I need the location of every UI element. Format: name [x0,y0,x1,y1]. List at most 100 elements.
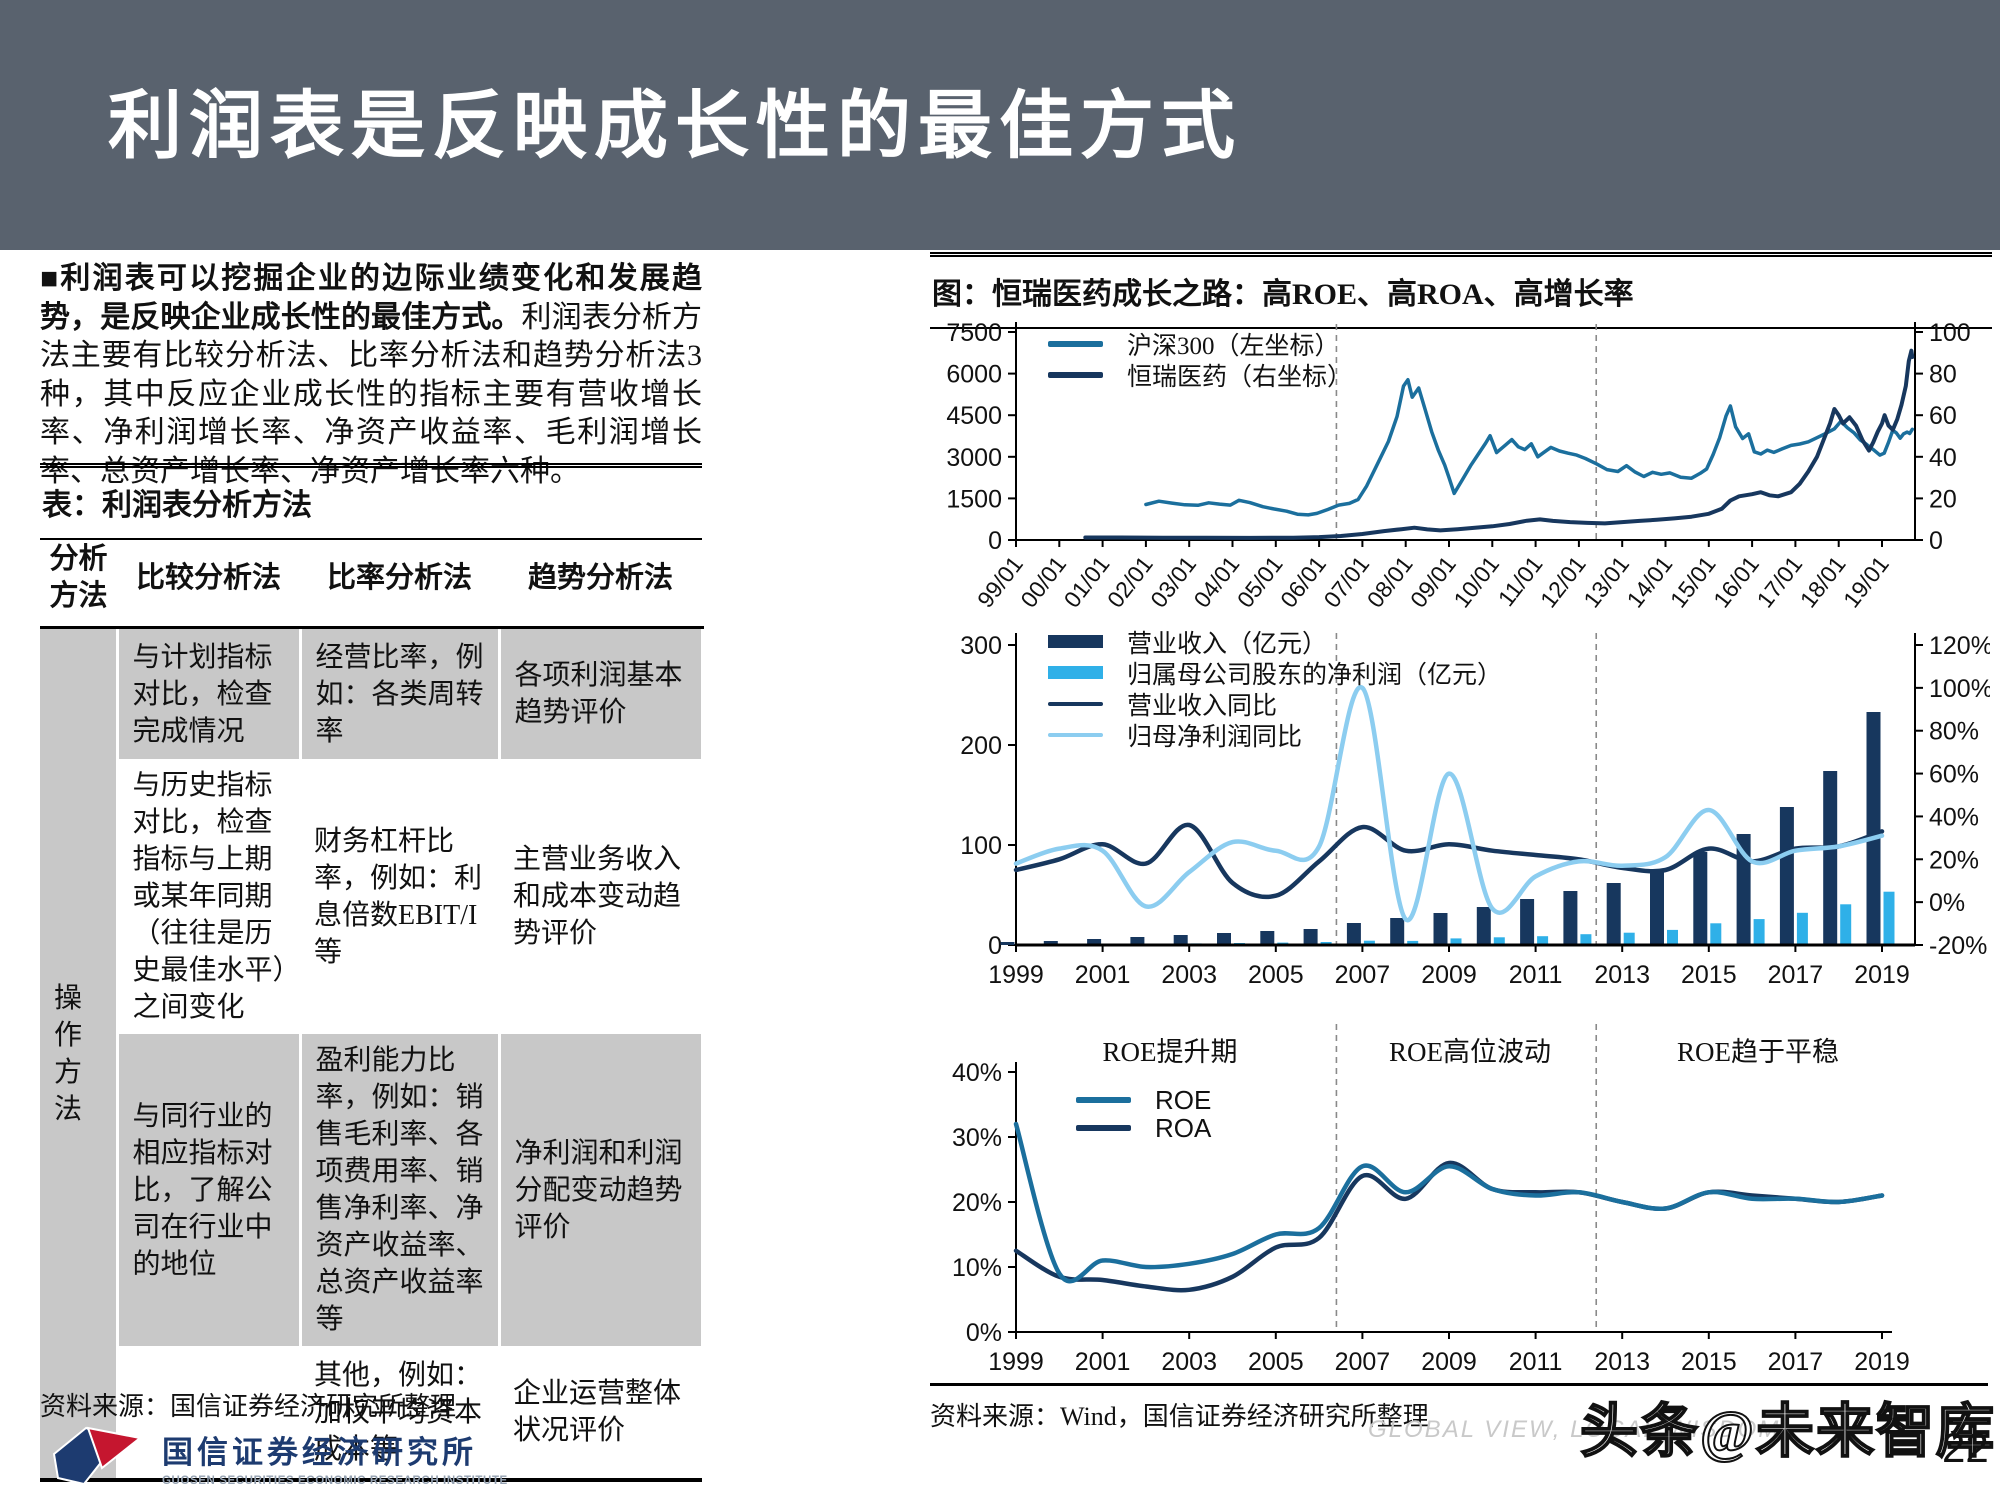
svg-text:03/01: 03/01 [1145,551,1201,612]
svg-text:2013: 2013 [1594,961,1650,989]
svg-text:2017: 2017 [1768,1348,1824,1376]
col-header-trend: 趋势分析法 [499,530,702,629]
cell-trend-2: 主营业务收入和成本变动趋势评价 [513,844,682,949]
svg-text:20%: 20% [1929,846,1979,874]
logo-cn-text: 国信证券经济研究所 [162,1435,477,1470]
svg-text:16/01: 16/01 [1708,551,1764,612]
line-swatch-icon [1048,371,1103,378]
guosen-logo-text: 国信证券经济研究所 GUOSEN SECURITIES ECONOMIC RES… [162,1427,508,1487]
intro-paragraph: ■利润表可以挖掘企业的边际业绩变化和发展趋势，是反映企业成长性的最佳方式。利润表… [40,260,702,491]
svg-text:80: 80 [1929,361,1957,389]
svg-text:0: 0 [988,932,1002,960]
legend-item: 归属母公司股东的净利润（亿元） [1048,657,1503,689]
guosen-logo-icon [52,1426,143,1486]
legend-label: ROE [1155,1084,1212,1115]
svg-text:19/01: 19/01 [1838,551,1894,612]
col-header-compare: 比较分析法 [117,530,300,629]
left-panel: ■利润表可以挖掘企业的边际业绩变化和发展趋势，是反映企业成长性的最佳方式。利润表… [40,250,704,1500]
svg-text:3000: 3000 [946,444,1002,472]
analysis-method-table: 分析方法 比较分析法 比率分析法 趋势分析法 操作方法 与计划指标对比，检查完成… [40,530,704,1482]
source-note-right: 资料来源：Wind，国信证券经济研究所整理 [930,1383,1988,1433]
svg-text:0%: 0% [1929,889,1965,917]
table-row: 其他，例如：加权平均资本成本等 企业运营整体状况评价 [40,1346,702,1480]
legend-item: ROA [1076,1113,1211,1143]
svg-text:14/01: 14/01 [1622,551,1678,612]
revenue-profit-chart: 0 100 200 300 -20% 0% 20% 40% 60% 80% 100% 120% 1999… [960,632,1990,989]
svg-text:10/01: 10/01 [1448,551,1504,612]
roe-chart-legend: ROE ROA [1076,1084,1212,1143]
legend-label: 归属母公司股东的净利润（亿元） [1127,661,1503,689]
svg-text:00/01: 00/01 [1015,551,1071,612]
price-chart: 0 1500 3000 4500 6000 7500 0 20 40 60 80 100 99/0100… [946,319,1970,612]
svg-text:2001: 2001 [1075,961,1131,989]
svg-text:2019: 2019 [1854,1348,1910,1376]
svg-text:2009: 2009 [1421,961,1477,989]
svg-text:80%: 80% [1929,718,1979,746]
cell-trend-3: 净利润和利润分配变动趋势评价 [499,1034,704,1346]
intro-bold-text: ■利润表可以挖掘企业的边际业绩变化和发展趋势，是反映企业成长性的最佳方式。 [40,262,702,334]
table-row: 操作方法 与计划指标对比，检查完成情况 经营比率，例如：各类周转率 各项利润基本… [40,627,704,1480]
period-label-fluctuate: ROE高位波动 [1389,1037,1551,1067]
line-swatch-icon [1048,340,1103,347]
svg-text:2019: 2019 [1854,961,1910,989]
svg-text:2011: 2011 [1509,961,1563,989]
cell-trend-1: 各项利润基本趋势评价 [499,627,704,759]
svg-text:2017: 2017 [1768,961,1824,989]
svg-text:2005: 2005 [1248,1348,1304,1376]
legend-item: 营业收入（亿元） [1048,626,1502,658]
header-bar: 利润表是反映成长性的最佳方式 [0,0,2000,250]
svg-text:99/01: 99/01 [972,551,1028,612]
svg-text:01/01: 01/01 [1059,551,1115,612]
col-header-ratio: 比率分析法 [300,530,499,629]
legend-item: 归母净利润同比 [1048,719,1502,751]
legend-item: 沪深300（左坐标） [1048,328,1352,360]
legend-label: 营业收入同比 [1127,692,1278,720]
svg-text:2005: 2005 [1248,961,1304,989]
svg-text:100: 100 [960,832,1002,860]
cell-ratio-2: 财务杠杆比率，例如：利息倍数EBIT/I等 [314,825,483,968]
intro-rest-text: 利润表分析方法主要有比较分析法、比率分析法和趋势分析法3种，其中反应企业成长性的… [40,300,703,488]
legend-item: 营业收入同比 [1048,688,1502,720]
line-swatch-icon [1076,1125,1131,1131]
cell-compare-1: 与计划指标对比，检查完成情况 [117,627,302,759]
svg-text:40%: 40% [952,1059,1002,1087]
svg-text:15/01: 15/01 [1665,551,1721,612]
ghost-watermark: GLOBAL VIEW, LOCAL WISDOM [1368,1416,1781,1443]
svg-text:2011: 2011 [1509,1348,1563,1376]
svg-text:300: 300 [960,632,1002,660]
source-note-left: 资料来源：国信证券经济研究所整理 [40,1392,457,1421]
svg-text:30%: 30% [952,1124,1002,1152]
svg-text:2003: 2003 [1161,961,1217,989]
svg-text:2001: 2001 [1075,1348,1131,1376]
bar-swatch-icon [1048,635,1103,648]
period-label-rise: ROE提升期 [1102,1037,1238,1067]
legend-label: 恒瑞医药（右坐标） [1127,363,1353,391]
page-title: 利润表是反映成长性的最佳方式 [108,86,1242,168]
svg-text:13/01: 13/01 [1578,551,1634,612]
cell-ratio-4: 其他，例如：加权平均资本成本等 [314,1359,483,1465]
svg-text:2007: 2007 [1335,961,1391,989]
svg-text:07/01: 07/01 [1318,551,1374,612]
svg-text:18/01: 18/01 [1795,551,1851,612]
right-panel: 图：恒瑞医药成长之路：高ROE、高ROA、高增长率 0 1500 3000 4500 6… [930,250,1992,1500]
svg-text:2015: 2015 [1681,1348,1737,1376]
svg-text:0: 0 [1929,527,1943,555]
roe-roa-chart: 0% 10% 20% 30% 40% 1999 2001 2003 2005 2007 2009 20… [952,1024,1910,1376]
legend-item: 恒瑞医药（右坐标） [1048,359,1353,391]
line-swatch-icon [1048,701,1103,706]
svg-text:05/01: 05/01 [1232,551,1288,612]
cell-compare-2: 与历史指标对比，检查指标与上期或某年同期（往往是历史最佳水平）之间变化 [132,770,287,1023]
svg-text:04/01: 04/01 [1189,551,1245,612]
svg-text:-20%: -20% [1929,932,1987,960]
svg-text:1999: 1999 [988,1348,1044,1376]
table-row: 与同行业的相应指标对比，了解公司在行业中的地位 盈利能力比率，例如：销售毛利率、… [40,1034,704,1346]
svg-text:60: 60 [1929,402,1957,430]
svg-text:2003: 2003 [1161,1348,1217,1376]
price-chart-legend: 沪深300（左坐标） 恒瑞医药（右坐标） [1048,328,1353,391]
line-swatch-icon [1048,732,1103,737]
table-header-row: 分析方法 比较分析法 比率分析法 趋势分析法 [40,530,702,629]
table-title: 表：利润表分析方法 [40,463,702,540]
svg-text:2009: 2009 [1421,1348,1477,1376]
legend-label: 沪深300（左坐标） [1127,332,1340,360]
